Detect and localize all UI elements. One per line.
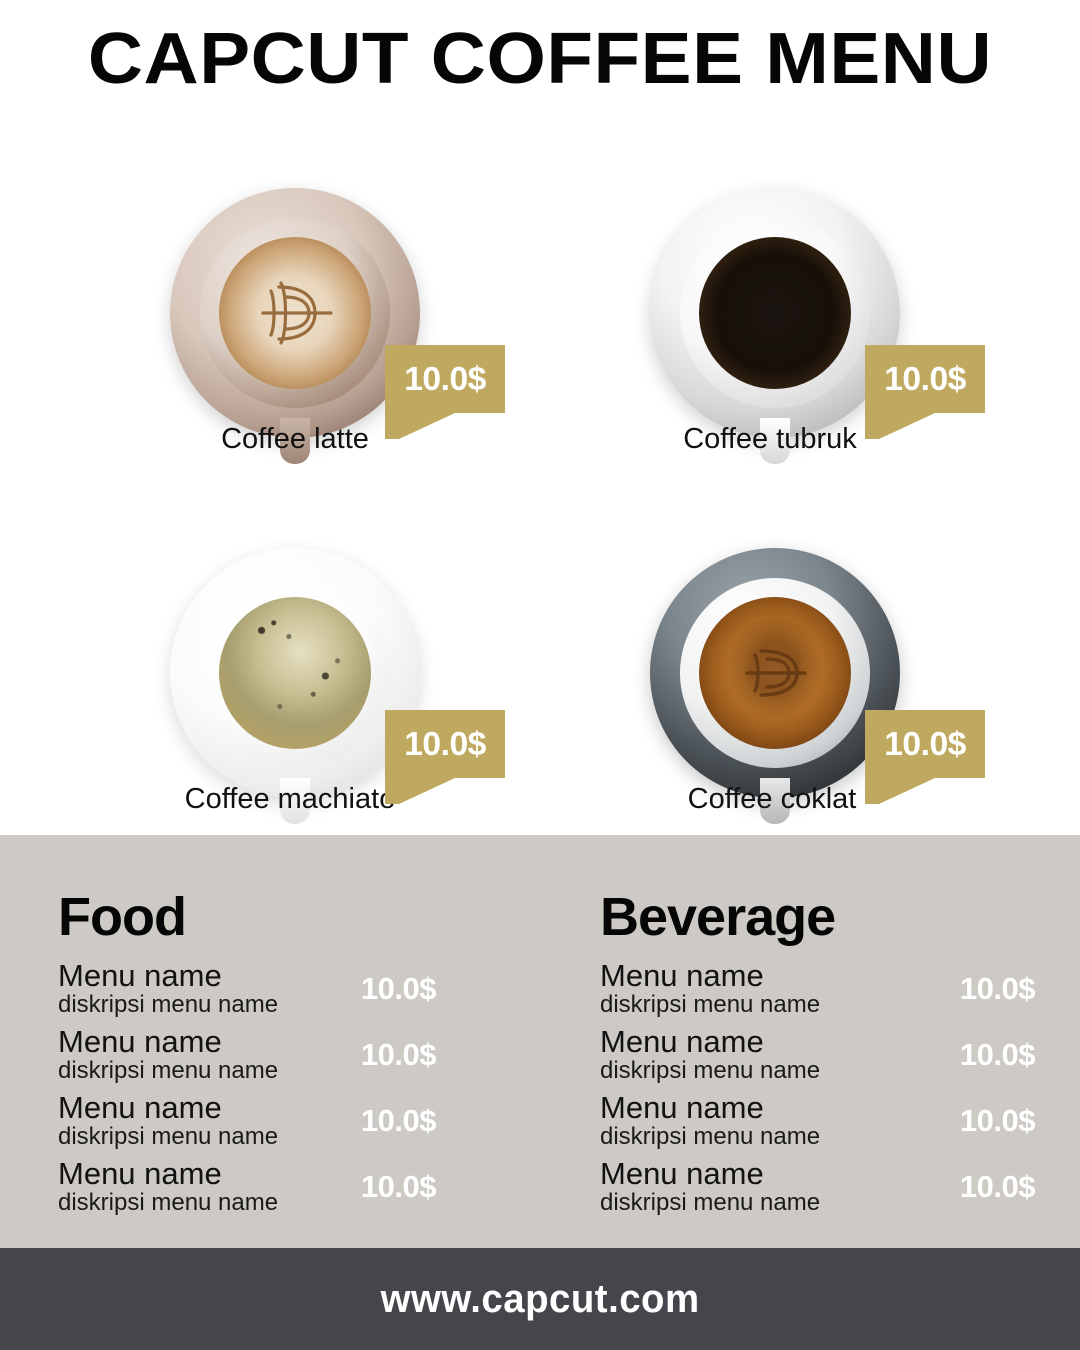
beverage-section-heading: Beverage	[600, 887, 836, 947]
menu-item-name: Menu name	[58, 1156, 222, 1191]
menu-item-price: 10.0$	[360, 1037, 437, 1072]
menu-row[interactable]: Menu name diskripsi menu name 10.0$	[58, 1154, 478, 1220]
menu-row[interactable]: Menu name diskripsi menu name 10.0$	[58, 956, 478, 1022]
price-tag-machiato: 10.0$	[385, 710, 505, 804]
footer-bar: www.capcut.com	[0, 1248, 1080, 1350]
menu-item-description: diskripsi menu name	[58, 1189, 279, 1216]
menu-row-text: Menu name diskripsi menu name	[58, 960, 278, 1018]
coffee-item-coklat[interactable]	[610, 508, 940, 838]
menu-row-text: Menu name diskripsi menu name	[600, 960, 820, 1018]
menu-item-price: 10.0$	[360, 1103, 437, 1138]
price-tag-body: 10.0$	[865, 345, 985, 413]
menu-item-description: diskripsi menu name	[600, 1057, 821, 1084]
menu-row-text: Menu name diskripsi menu name	[58, 1092, 278, 1150]
latte-cup-icon	[219, 237, 371, 389]
price-tag-coklat: 10.0$	[865, 710, 985, 804]
menu-item-price: 10.0$	[360, 1169, 437, 1204]
menu-item-price: 10.0$	[959, 971, 1036, 1006]
menu-row[interactable]: Menu name diskripsi menu name 10.0$	[600, 1088, 1040, 1154]
food-section-heading: Food	[58, 887, 187, 947]
coffee-item-latte[interactable]	[130, 148, 460, 478]
menu-row[interactable]: Menu name diskripsi menu name 10.0$	[600, 1154, 1040, 1220]
crema-speckles	[219, 597, 371, 749]
machiato-cup-icon	[219, 597, 371, 749]
menu-row-text: Menu name diskripsi menu name	[58, 1026, 278, 1084]
menu-item-name: Menu name	[58, 1090, 222, 1125]
menu-item-name: Menu name	[600, 1090, 764, 1125]
menu-item-description: diskripsi menu name	[58, 991, 279, 1018]
menu-item-description: diskripsi menu name	[58, 1057, 279, 1084]
price-tag-body: 10.0$	[385, 710, 505, 778]
cocoa-art-icon	[745, 649, 807, 697]
website-url[interactable]: www.capcut.com	[380, 1276, 700, 1321]
menu-item-description: diskripsi menu name	[58, 1123, 279, 1150]
price-tag-label: 10.0$	[404, 360, 486, 397]
price-tag-body: 10.0$	[865, 710, 985, 778]
menu-item-description: diskripsi menu name	[600, 1189, 821, 1216]
menu-item-description: diskripsi menu name	[600, 1123, 821, 1150]
menu-item-description: diskripsi menu name	[600, 991, 821, 1018]
menu-item-name: Menu name	[600, 958, 764, 993]
cup-handle-shape	[280, 778, 310, 824]
menu-item-price: 10.0$	[959, 1103, 1036, 1138]
coffee-showcase-grid	[130, 148, 940, 838]
menu-item-price: 10.0$	[959, 1169, 1036, 1204]
page-title: CAPCUT COFFEE MENU	[87, 19, 993, 99]
menu-item-name: Menu name	[58, 1024, 222, 1059]
cup-handle-shape	[760, 418, 790, 464]
menu-row-text: Menu name diskripsi menu name	[600, 1026, 820, 1084]
price-tag-label: 10.0$	[884, 725, 966, 762]
coffee-item-tubruk[interactable]	[610, 148, 940, 478]
coffee-caption-coklat: Coffee coklat	[687, 783, 857, 815]
menu-item-price: 10.0$	[360, 971, 437, 1006]
coffee-caption-tubruk: Coffee tubruk	[683, 423, 857, 455]
coffee-caption-latte: Coffee latte	[221, 423, 369, 455]
menu-item-name: Menu name	[600, 1156, 764, 1191]
cup-handle-shape	[760, 778, 790, 824]
latte-art-icon	[261, 281, 333, 345]
menu-item-price: 10.0$	[959, 1037, 1036, 1072]
menu-list-panel: Food Menu name diskripsi menu name 10.0$…	[0, 835, 1080, 1248]
coffee-item-machiato[interactable]	[130, 508, 460, 838]
menu-item-name: Menu name	[58, 958, 222, 993]
menu-row-text: Menu name diskripsi menu name	[58, 1158, 278, 1216]
food-column: Food Menu name diskripsi menu name 10.0$…	[58, 890, 478, 1220]
cup-handle-shape	[280, 418, 310, 464]
chocolate-coffee-cup-icon	[699, 597, 851, 749]
menu-row[interactable]: Menu name diskripsi menu name 10.0$	[600, 956, 1040, 1022]
price-tag-body: 10.0$	[385, 345, 505, 413]
menu-row-text: Menu name diskripsi menu name	[600, 1092, 820, 1150]
menu-row[interactable]: Menu name diskripsi menu name 10.0$	[58, 1088, 478, 1154]
menu-item-name: Menu name	[600, 1024, 764, 1059]
menu-row[interactable]: Menu name diskripsi menu name 10.0$	[58, 1022, 478, 1088]
price-tag-latte: 10.0$	[385, 345, 505, 439]
menu-row[interactable]: Menu name diskripsi menu name 10.0$	[600, 1022, 1040, 1088]
price-tag-label: 10.0$	[884, 360, 966, 397]
beverage-column: Beverage Menu name diskripsi menu name 1…	[600, 890, 1040, 1220]
coffee-caption-machiato: Coffee machiato	[184, 783, 396, 815]
menu-row-text: Menu name diskripsi menu name	[600, 1158, 820, 1216]
black-coffee-cup-icon	[699, 237, 851, 389]
price-tag-label: 10.0$	[404, 725, 486, 762]
price-tag-tubruk: 10.0$	[865, 345, 985, 439]
